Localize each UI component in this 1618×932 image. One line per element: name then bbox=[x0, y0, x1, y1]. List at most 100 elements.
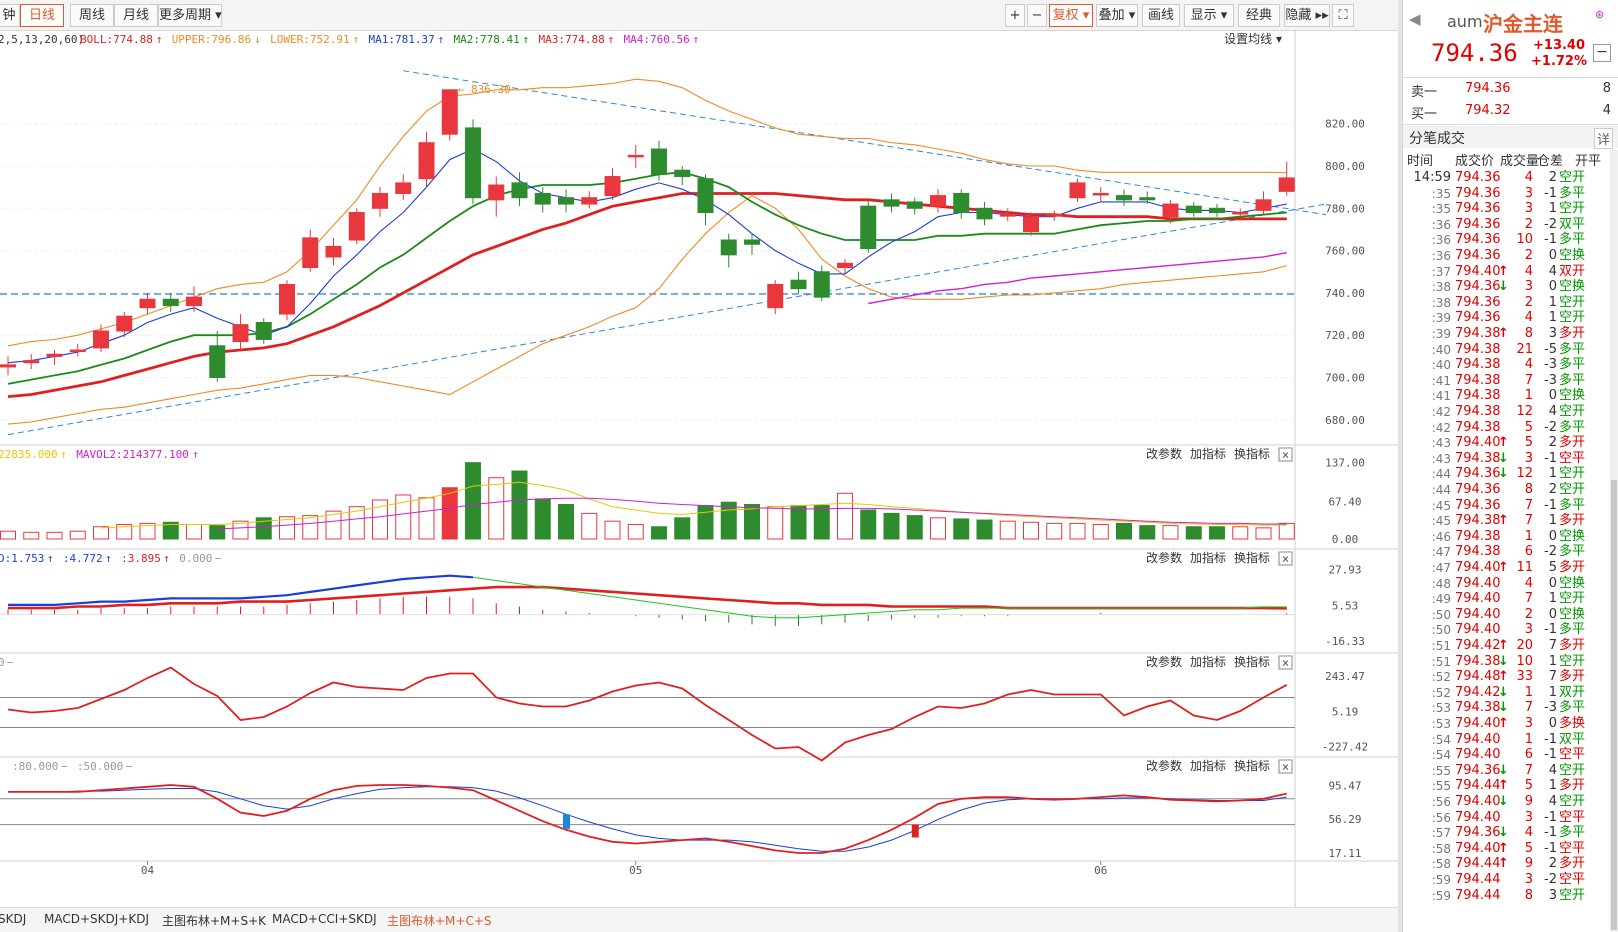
close-panel-box-1[interactable] bbox=[1278, 551, 1293, 566]
candle-body-23[interactable] bbox=[534, 192, 551, 205]
candle-body-42[interactable] bbox=[976, 207, 993, 220]
volume-bar-14[interactable] bbox=[325, 510, 342, 540]
volume-bar-7[interactable] bbox=[162, 521, 179, 540]
toolbar-right-btn-4[interactable]: 画线 bbox=[1142, 4, 1180, 27]
edit-params-button-2[interactable]: 改参数 bbox=[1146, 654, 1182, 669]
candle-body-4[interactable] bbox=[93, 330, 109, 349]
toolbar-btn-3[interactable]: 月线 bbox=[114, 4, 158, 27]
volume-bar-13[interactable] bbox=[302, 515, 319, 540]
candle-body-44[interactable] bbox=[1023, 216, 1039, 233]
candle-body-24[interactable] bbox=[558, 197, 574, 205]
volume-bar-34[interactable] bbox=[790, 505, 807, 540]
candle-body-49[interactable] bbox=[1139, 197, 1156, 201]
volume-bar-50[interactable] bbox=[1162, 525, 1179, 540]
volume-bar-40[interactable] bbox=[930, 517, 946, 540]
swap-indicator-button-1[interactable]: 换指标 bbox=[1234, 550, 1270, 565]
volume-bar-42[interactable] bbox=[976, 519, 993, 540]
volume-bar-36[interactable] bbox=[837, 492, 853, 540]
template-tab-0[interactable]: SKDJ bbox=[0, 912, 27, 926]
volume-bar-2[interactable] bbox=[46, 531, 63, 540]
close-panel-icon-3[interactable]: × bbox=[1282, 760, 1289, 774]
ma-settings-dropdown[interactable]: 设置均线 ▾ bbox=[1224, 32, 1282, 46]
toolbar-right-btn-7[interactable]: 隐藏 ▸▸ bbox=[1284, 4, 1330, 27]
toolbar-btn-1[interactable]: 日线 bbox=[20, 4, 64, 27]
settings-icon[interactable]: ⊛ bbox=[1595, 8, 1605, 21]
toolbar-btn-0[interactable]: 钟 bbox=[0, 4, 20, 27]
add-indicator-button-1[interactable]: 加指标 bbox=[1190, 550, 1226, 565]
volume-bar-51[interactable] bbox=[1185, 526, 1202, 540]
toolbar-btn-2[interactable]: 周线 bbox=[70, 4, 114, 27]
volume-bar-0[interactable] bbox=[0, 530, 16, 540]
volume-bar-26[interactable] bbox=[604, 520, 621, 540]
toolbar-right-btn-8[interactable]: ⛶ bbox=[1332, 4, 1354, 27]
toolbar-right-btn-6[interactable]: 经典 bbox=[1238, 4, 1280, 27]
volume-bar-38[interactable] bbox=[883, 512, 900, 540]
volume-bar-19[interactable] bbox=[441, 487, 458, 540]
scrollbar-thumb[interactable] bbox=[1611, 480, 1617, 930]
trendline-0[interactable] bbox=[7, 203, 1327, 436]
chart-svg[interactable]: 820.00 800.00 780.00 760.00 740.00 720.00 700.… bbox=[0, 31, 1398, 907]
volume-bar-18[interactable] bbox=[418, 497, 435, 540]
candle-body-48[interactable] bbox=[1116, 195, 1132, 201]
volume-bar-6[interactable] bbox=[139, 522, 156, 540]
toolbar-right-btn-1[interactable]: − bbox=[1027, 4, 1047, 27]
volume-bar-11[interactable] bbox=[255, 517, 272, 540]
swap-indicator-button-2[interactable]: 换指标 bbox=[1234, 654, 1270, 669]
candle-body-41[interactable] bbox=[953, 192, 970, 214]
volume-bar-22[interactable] bbox=[511, 470, 528, 540]
volume-bar-31[interactable] bbox=[720, 501, 737, 540]
close-panel-icon-0[interactable]: × bbox=[1282, 448, 1289, 462]
toolbar-right-btn-2[interactable]: 复权 ▾ bbox=[1049, 4, 1093, 27]
close-panel-box-3[interactable] bbox=[1278, 759, 1293, 774]
candle-body-54[interactable] bbox=[1255, 199, 1272, 211]
candle-body-37[interactable] bbox=[860, 205, 877, 249]
panel-divider-handle[interactable] bbox=[1398, 0, 1402, 932]
candle-body-3[interactable] bbox=[69, 349, 86, 353]
volume-bar-25[interactable] bbox=[581, 512, 598, 540]
candle-body-39[interactable] bbox=[906, 201, 923, 209]
edit-params-button-0[interactable]: 改参数 bbox=[1146, 446, 1182, 461]
chart-area[interactable]: 820.00 800.00 780.00 760.00 740.00 720.00 700.… bbox=[0, 31, 1398, 932]
candle-body-18[interactable] bbox=[418, 142, 435, 180]
candle-body-9[interactable] bbox=[209, 345, 226, 379]
toolbar-right-btn-5[interactable]: 显示 ▾ bbox=[1184, 4, 1234, 27]
volume-bar-24[interactable] bbox=[558, 503, 574, 540]
volume-bar-12[interactable] bbox=[279, 516, 295, 540]
volume-bar-55[interactable] bbox=[1278, 522, 1295, 540]
template-tab-3[interactable]: MACD+CCI+SKDJ bbox=[272, 912, 377, 926]
candle-body-47[interactable] bbox=[1092, 192, 1109, 196]
candle-body-45[interactable] bbox=[1046, 214, 1063, 217]
volume-bar-4[interactable] bbox=[93, 526, 109, 540]
volume-bar-54[interactable] bbox=[1255, 527, 1272, 540]
candle-body-13[interactable] bbox=[302, 237, 319, 269]
add-indicator-button-3[interactable]: 加指标 bbox=[1190, 758, 1226, 773]
candle-body-31[interactable] bbox=[720, 239, 737, 256]
candle-body-29[interactable] bbox=[674, 169, 691, 178]
candle-body-19[interactable] bbox=[441, 89, 458, 135]
volume-bar-33[interactable] bbox=[767, 506, 784, 540]
volume-bar-28[interactable] bbox=[651, 526, 667, 540]
volume-bar-20[interactable] bbox=[465, 462, 481, 540]
volume-bar-32[interactable] bbox=[744, 503, 760, 540]
volume-bar-3[interactable] bbox=[69, 530, 86, 540]
candle-body-55[interactable] bbox=[1278, 177, 1295, 192]
close-panel-icon-1[interactable]: × bbox=[1282, 552, 1289, 566]
candle-body-15[interactable] bbox=[348, 212, 365, 241]
trendline-1[interactable] bbox=[403, 70, 1327, 216]
volume-bar-35[interactable] bbox=[813, 505, 830, 540]
volume-bar-47[interactable] bbox=[1092, 524, 1109, 540]
edit-params-button-1[interactable]: 改参数 bbox=[1146, 550, 1182, 565]
volume-bar-9[interactable] bbox=[209, 525, 226, 540]
candle-body-26[interactable] bbox=[604, 176, 621, 197]
candle-body-52[interactable] bbox=[1209, 207, 1225, 214]
swap-indicator-button-0[interactable]: 换指标 bbox=[1234, 446, 1270, 461]
candle-body-16[interactable] bbox=[372, 192, 388, 209]
candle-body-40[interactable] bbox=[930, 195, 946, 207]
swap-indicator-button-3[interactable]: 换指标 bbox=[1234, 758, 1270, 773]
template-tab-4[interactable]: 主图布林+M+C+S bbox=[387, 914, 492, 928]
candle-body-1[interactable] bbox=[23, 360, 40, 364]
candle-body-46[interactable] bbox=[1069, 182, 1086, 199]
close-panel-icon-2[interactable]: × bbox=[1282, 656, 1289, 670]
candle-body-51[interactable] bbox=[1185, 205, 1202, 214]
volume-bar-15[interactable] bbox=[348, 506, 365, 540]
